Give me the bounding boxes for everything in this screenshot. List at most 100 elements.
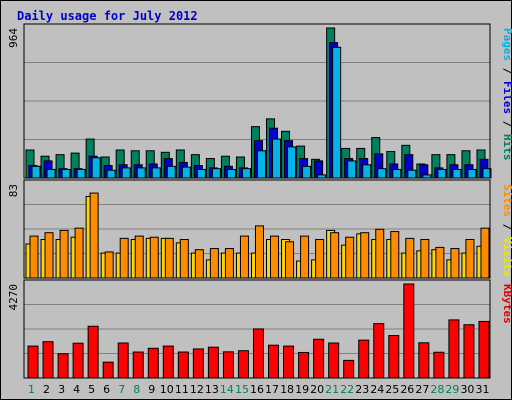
bar-sites — [420, 238, 430, 279]
bar-sites — [29, 235, 39, 279]
legend-entry: Files — [501, 81, 512, 114]
bar-sites — [450, 248, 460, 279]
bar-kbytes — [343, 359, 355, 379]
bar-kbytes — [478, 320, 490, 379]
bar-kbytes — [358, 339, 370, 379]
bar-pages — [407, 169, 417, 179]
day-label: 16 — [250, 383, 264, 396]
bar-pages — [226, 168, 236, 179]
day-label: 7 — [118, 383, 125, 396]
day-label: 13 — [205, 383, 219, 396]
day-label: 29 — [445, 383, 459, 396]
panel-border — [23, 23, 491, 179]
bar-kbytes — [373, 323, 385, 379]
legend: Pages / Files / Hits — [501, 28, 512, 161]
day-label: 14 — [220, 383, 234, 396]
bar-sites — [194, 249, 204, 279]
bar-kbytes — [448, 319, 460, 379]
day-label: 28 — [430, 383, 444, 396]
bar-kbytes — [57, 353, 69, 379]
bar-pages — [302, 165, 312, 179]
bar-sites — [390, 231, 400, 279]
bar-pages — [166, 165, 176, 179]
bar-sites — [270, 235, 280, 279]
bar-kbytes — [207, 346, 219, 379]
legend-entry: / — [501, 61, 512, 81]
day-label: 18 — [280, 383, 294, 396]
bar-pages — [211, 168, 221, 179]
bar-kbytes — [27, 345, 39, 379]
bar-pages — [121, 167, 131, 179]
bar-sites — [345, 236, 355, 279]
bar-kbytes — [192, 348, 204, 379]
bar-pages — [91, 157, 101, 179]
day-label: 2 — [43, 383, 50, 396]
bar-sites — [59, 229, 69, 279]
bar-kbytes — [132, 351, 144, 379]
bar-sites — [44, 232, 54, 279]
bar-sites — [330, 232, 340, 279]
bar-sites — [254, 225, 264, 279]
day-label: 23 — [355, 383, 369, 396]
bar-pages — [106, 169, 116, 179]
bar-pages — [377, 168, 387, 179]
day-label: 31 — [475, 383, 489, 396]
bar-kbytes — [222, 351, 234, 379]
day-label: 24 — [370, 383, 384, 396]
bar-pages — [46, 168, 56, 179]
day-label: 6 — [103, 383, 110, 396]
legend-entry: KBytes — [501, 284, 512, 324]
bar-sites — [89, 192, 99, 279]
bar-sites — [480, 227, 490, 279]
bar-kbytes — [252, 328, 264, 379]
bar-sites — [104, 251, 114, 279]
bar-sites — [149, 236, 159, 279]
bar-kbytes — [313, 338, 325, 379]
day-label: 21 — [325, 383, 339, 396]
bar-kbytes — [268, 344, 280, 379]
bar-kbytes — [117, 342, 129, 379]
legend: Sites / Visits — [501, 184, 512, 277]
bar-kbytes — [162, 345, 174, 379]
bar-pages — [437, 168, 447, 179]
bar-kbytes — [283, 345, 295, 379]
day-label: 30 — [460, 383, 474, 396]
bar-kbytes — [147, 347, 159, 379]
bar-kbytes — [418, 342, 430, 379]
panel-border — [23, 279, 491, 379]
legend-entry: Sites — [501, 184, 512, 217]
bar-sites — [164, 237, 174, 279]
legend-entry: / — [501, 217, 512, 237]
bar-pages — [392, 168, 402, 179]
bar-pages — [61, 168, 71, 179]
bar-pages — [31, 165, 41, 179]
bar-sites — [239, 235, 249, 279]
bar-sites — [360, 232, 370, 279]
bar-kbytes — [328, 342, 340, 379]
bar-pages — [452, 168, 462, 179]
bar-pages — [256, 150, 266, 179]
legend-entry: Pages — [501, 28, 512, 61]
bar-sites — [285, 241, 295, 279]
day-label: 15 — [235, 383, 249, 396]
bar-sites — [465, 238, 475, 279]
bar-pages — [151, 167, 161, 179]
bar-sites — [209, 248, 219, 279]
bar-kbytes — [388, 335, 400, 379]
bar-kbytes — [42, 341, 54, 379]
bar-pages — [362, 164, 372, 179]
day-label: 5 — [88, 383, 95, 396]
bar-sites — [179, 238, 189, 279]
y-max-label: 4270 — [7, 284, 20, 311]
day-label: 4 — [73, 383, 80, 396]
bar-sites — [224, 248, 234, 279]
panel-border — [23, 179, 491, 279]
legend-entry: Visits — [501, 237, 512, 277]
bar-kbytes — [298, 351, 310, 379]
bar-pages — [136, 167, 146, 179]
day-label: 9 — [148, 383, 155, 396]
bar-pages — [76, 168, 86, 179]
bar-pages — [287, 146, 297, 179]
bar-sites — [375, 228, 385, 279]
